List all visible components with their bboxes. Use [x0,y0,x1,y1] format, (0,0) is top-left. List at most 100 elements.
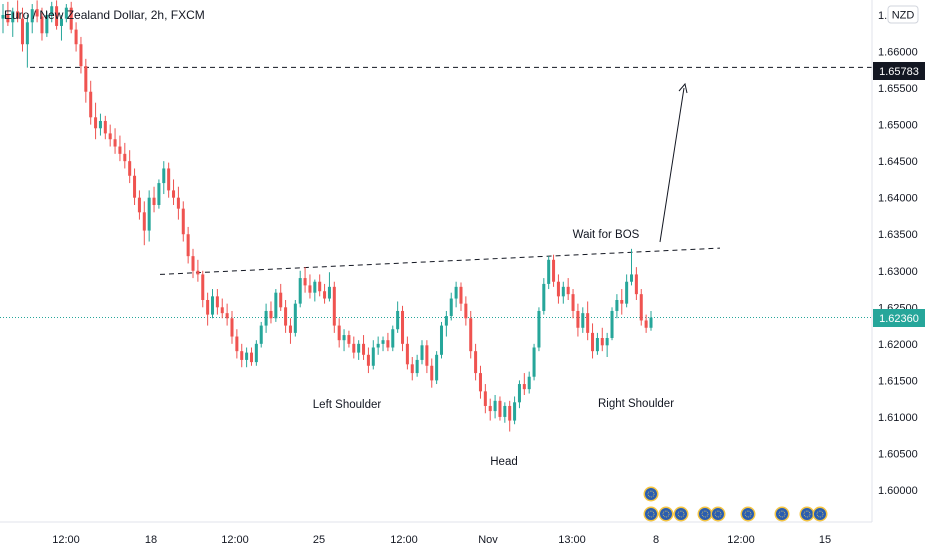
candle-body [357,343,361,353]
candle-body [20,18,24,45]
candle-body [245,352,249,360]
candle-body [313,281,317,293]
candle-body [615,300,619,311]
candle-body [79,44,83,67]
candle-body [469,318,473,352]
candle-body [30,9,34,23]
candle-body [323,291,327,299]
candle-body [181,208,185,235]
candle-body [259,325,263,344]
eu-flag-icon [742,508,754,520]
y-tick-label: 1.60000 [878,485,918,497]
candle-body [230,318,234,337]
economic-events[interactable] [643,486,828,522]
neckline [159,247,721,275]
candle-body [649,317,653,328]
candle-body [235,336,239,352]
candle-body [201,274,205,300]
candle-body [488,405,492,412]
candle-body [430,365,434,381]
target-price-tag: 1.65783 [873,62,925,80]
eu-flag-icon [645,508,657,520]
candle-body [11,11,15,23]
candle-body [284,307,288,326]
eu-flag-icon [814,508,826,520]
candle-body [571,294,575,311]
candle-body [474,351,478,374]
candle-body [566,286,570,295]
candle-body [459,286,463,304]
currency-badge[interactable]: NZD [887,5,919,24]
candle-body [410,364,414,374]
candle-body [167,168,171,191]
candle-body [620,300,624,304]
projection-arrow-line [659,87,685,243]
candle-body [439,325,444,355]
eu-flag-icon [675,508,687,520]
candle-body [610,310,614,338]
candle-body [478,373,482,392]
candle-body [142,212,146,231]
currency-badge-label: NZD [892,10,915,22]
candle-body [206,300,210,315]
x-tick-label: 13:00 [558,534,586,546]
candle-body [89,91,93,118]
chart-title: Euro / New Zealand Dollar, 2h, FXCM [4,8,205,22]
candle-body [464,303,468,319]
candle-body [172,190,176,198]
candle-body [586,313,590,333]
y-tick-label: 1.66000 [878,47,918,59]
candle-body [50,6,54,15]
candle-body [415,359,419,374]
y-tick-label: 1.63500 [878,229,918,241]
candle-body [249,352,253,363]
candle-body [576,310,580,328]
candle-body [113,139,117,147]
candle-body [118,146,122,154]
candle-body [420,345,424,360]
x-tick-label: 12:00 [727,534,755,546]
candle-body [366,354,370,366]
candle-body [318,281,322,292]
candle-body [327,286,331,299]
annotation-head: Head [490,456,518,468]
candle-body [298,278,302,304]
x-tick-label: 12:00 [390,534,418,546]
eu-flag-icon [660,508,672,520]
candle-body [449,298,453,317]
y-tick-label: 1.62000 [878,339,918,351]
candle-body [498,400,502,417]
candle-body [600,338,604,346]
current-price-tag: 1.62360 [873,309,925,327]
candle-body [147,197,151,231]
candle-body [254,343,258,363]
candle-body [196,270,200,275]
candle-body [293,303,297,333]
eu-stars-icon [778,510,786,518]
candle-body [630,274,634,282]
candle-body [386,340,390,348]
candle-body [103,120,107,134]
eu-stars-icon [662,510,670,518]
candle-body [634,274,638,295]
candle-body [591,332,595,352]
eu-flag-icon [699,508,711,520]
candle-body [274,292,278,319]
candle-body [362,343,366,355]
y-tick-label: 1.64000 [878,193,918,205]
candle-body [522,384,526,390]
candle-body [537,310,541,348]
y-tick-label: 1.61000 [878,412,918,424]
eu-stars-icon [647,510,655,518]
x-tick-label: 12:00 [221,534,249,546]
candle-body [483,391,487,406]
candle-body [625,281,629,304]
candle-body [69,7,73,30]
candle-body [186,234,190,257]
candle-body [240,351,244,360]
candle-body [225,313,229,319]
candle-body [352,343,356,353]
x-tick-label: 12:00 [52,534,80,546]
